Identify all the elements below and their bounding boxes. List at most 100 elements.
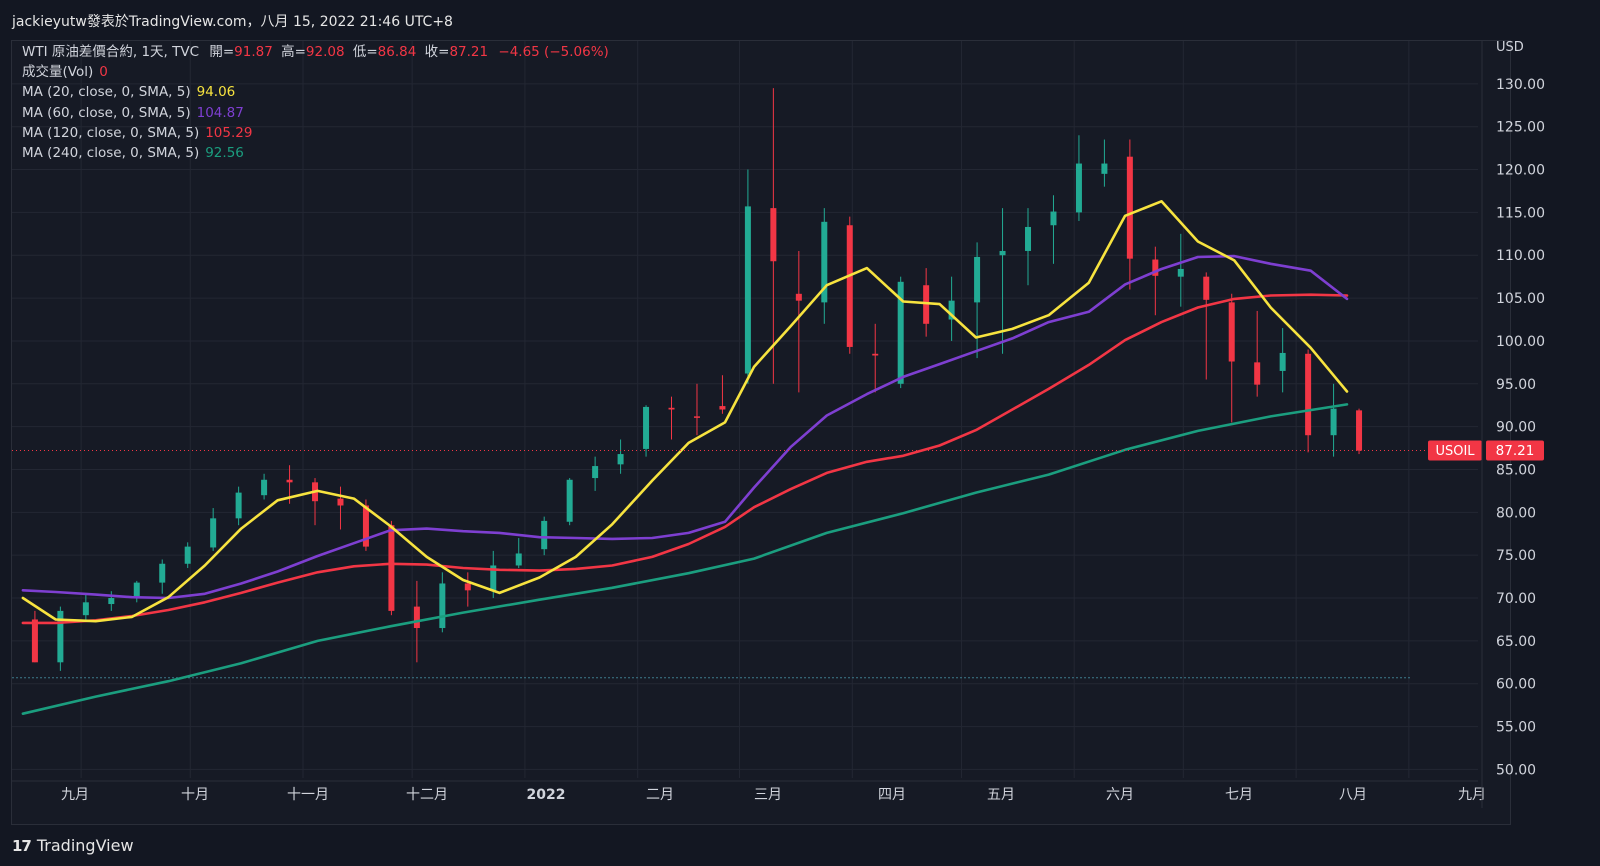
price-tick-label: 130.00 — [1496, 77, 1545, 93]
legend-volume-row[interactable]: 成交量(Vol) 0 — [22, 62, 609, 82]
candle-body — [948, 300, 955, 320]
candle-body — [388, 525, 395, 611]
time-tick-label: 六月 — [1106, 787, 1134, 803]
time-tick-label: 四月 — [878, 787, 906, 803]
legend-ma240-row[interactable]: MA (240, close, 0, SMA, 5) 92.56 — [22, 143, 609, 163]
candle-body — [1101, 163, 1108, 174]
ohlc-open-value: 91.87 — [234, 44, 273, 60]
candle-body — [999, 250, 1006, 256]
time-tick-label: 十月 — [181, 787, 209, 803]
time-tick-label: 2022 — [527, 787, 566, 803]
candle-body — [770, 208, 777, 262]
candle-body — [668, 407, 675, 410]
time-tick-label: 十二月 — [406, 787, 448, 803]
time-axis: 九月 十月 十一月 十二月 2022 二月 三月 四月 五月 六月 七月 八月 九月 — [61, 787, 1486, 803]
price-tick-label: 105.00 — [1496, 291, 1545, 307]
candle-body — [108, 598, 115, 605]
candle-body — [235, 492, 242, 519]
price-tick-label: 110.00 — [1496, 248, 1545, 264]
time-tick-label: 九月 — [61, 787, 89, 803]
ma20-line — [21, 200, 1349, 623]
candle-body — [744, 206, 751, 374]
candle-body — [1254, 362, 1261, 385]
candle-body — [413, 606, 420, 629]
price-tick-label: 55.00 — [1496, 720, 1536, 736]
price-axis: 50.00 55.00 60.00 65.00 70.00 75.00 80.00 85.00… — [1496, 40, 1545, 778]
legend-ohlc-row[interactable]: WTI 原油差價合約, 1天, TVC 開=91.87 高=92.08 低=86… — [22, 42, 609, 62]
candles — [31, 88, 1363, 671]
tradingview-logo-icon: 𝟭𝟳 — [12, 836, 32, 855]
candle-body — [159, 563, 166, 583]
candle-body — [57, 610, 64, 663]
time-tick-label: 八月 — [1339, 787, 1367, 803]
ohlc-low-value: 86.84 — [377, 44, 417, 60]
price-tick-label: 75.00 — [1496, 548, 1536, 564]
candle-body — [1330, 408, 1337, 436]
time-tick-label: 七月 — [1225, 787, 1253, 803]
candle-body — [719, 406, 726, 410]
ma120-line — [21, 293, 1349, 625]
ma60-label: MA (60, close, 0, SMA, 5) — [22, 104, 191, 121]
candle-body — [872, 353, 879, 356]
ohlc-open-label: 開= — [209, 44, 235, 60]
legend-ma20-row[interactable]: MA (20, close, 0, SMA, 5) 94.06 — [22, 82, 609, 102]
candle-body — [821, 221, 828, 303]
candle-body — [1279, 352, 1286, 371]
time-tick-label: 五月 — [987, 787, 1015, 803]
ohlc-close-label: 收= — [424, 44, 450, 60]
candle-body — [464, 583, 471, 591]
candle-body — [541, 520, 548, 550]
candle-body — [439, 583, 446, 629]
candle-body — [1050, 211, 1057, 226]
price-tick-label: 125.00 — [1496, 120, 1545, 136]
volume-label: 成交量(Vol) — [22, 64, 94, 81]
candle-body — [362, 505, 369, 547]
candle-body — [515, 553, 522, 566]
candle-body — [1075, 163, 1082, 213]
ma120-label: MA (120, close, 0, SMA, 5) — [22, 124, 200, 141]
candle-body — [1356, 410, 1363, 451]
candle-body — [795, 293, 802, 301]
ma240-line — [21, 403, 1349, 716]
candle-body — [566, 479, 573, 522]
time-tick-label: 二月 — [646, 787, 674, 803]
volume-value: 0 — [99, 64, 108, 81]
candle-body — [286, 479, 293, 483]
price-tick-label: 85.00 — [1496, 462, 1536, 478]
candle-body — [1152, 259, 1159, 276]
candle-body — [210, 518, 217, 548]
ohlc-change-value: −4.65 (−5.06%) — [498, 44, 609, 60]
top-bar: jackieyutw發表於TradingView.com，八月 15, 2022… — [0, 0, 1600, 40]
candle-body — [592, 466, 599, 479]
symbol-tag — [1428, 440, 1482, 461]
attribution-text: jackieyutw發表於TradingView.com，八月 15, 2022… — [12, 14, 453, 30]
candle-body — [1025, 226, 1032, 251]
legend-ma120-row[interactable]: MA (120, close, 0, SMA, 5) 105.29 — [22, 123, 609, 143]
ma240-value: 92.56 — [205, 145, 244, 162]
ma60-value: 104.87 — [196, 104, 244, 121]
candle-body — [923, 285, 930, 324]
price-tick-label: 115.00 — [1496, 205, 1545, 221]
candle-body — [974, 256, 981, 303]
currency-label: USD — [1496, 40, 1524, 55]
candle-body — [82, 602, 89, 616]
price-tick-label: 70.00 — [1496, 591, 1536, 607]
price-tick-label: 60.00 — [1496, 677, 1536, 693]
chart-frame[interactable] — [11, 40, 1511, 825]
candle-body — [1305, 353, 1312, 436]
price-tick-label: 120.00 — [1496, 163, 1545, 179]
legend-ma60-row[interactable]: MA (60, close, 0, SMA, 5) 104.87 — [22, 103, 609, 123]
ma240-label: MA (240, close, 0, SMA, 5) — [22, 145, 200, 162]
candle-body — [1228, 302, 1235, 362]
candle-body — [617, 454, 624, 465]
ohlc-close-value: 87.21 — [449, 44, 489, 60]
price-tick-label: 65.00 — [1496, 634, 1536, 650]
ohlc-low-label: 低= — [352, 44, 378, 60]
tradingview-logo[interactable]: 𝟭𝟳 TradingView — [12, 836, 134, 855]
last-price-tag — [1486, 440, 1544, 461]
last-price-value: 87.21 — [1496, 443, 1535, 459]
candle-body — [490, 565, 497, 591]
candle-body — [133, 582, 140, 599]
candle-body — [31, 619, 38, 663]
